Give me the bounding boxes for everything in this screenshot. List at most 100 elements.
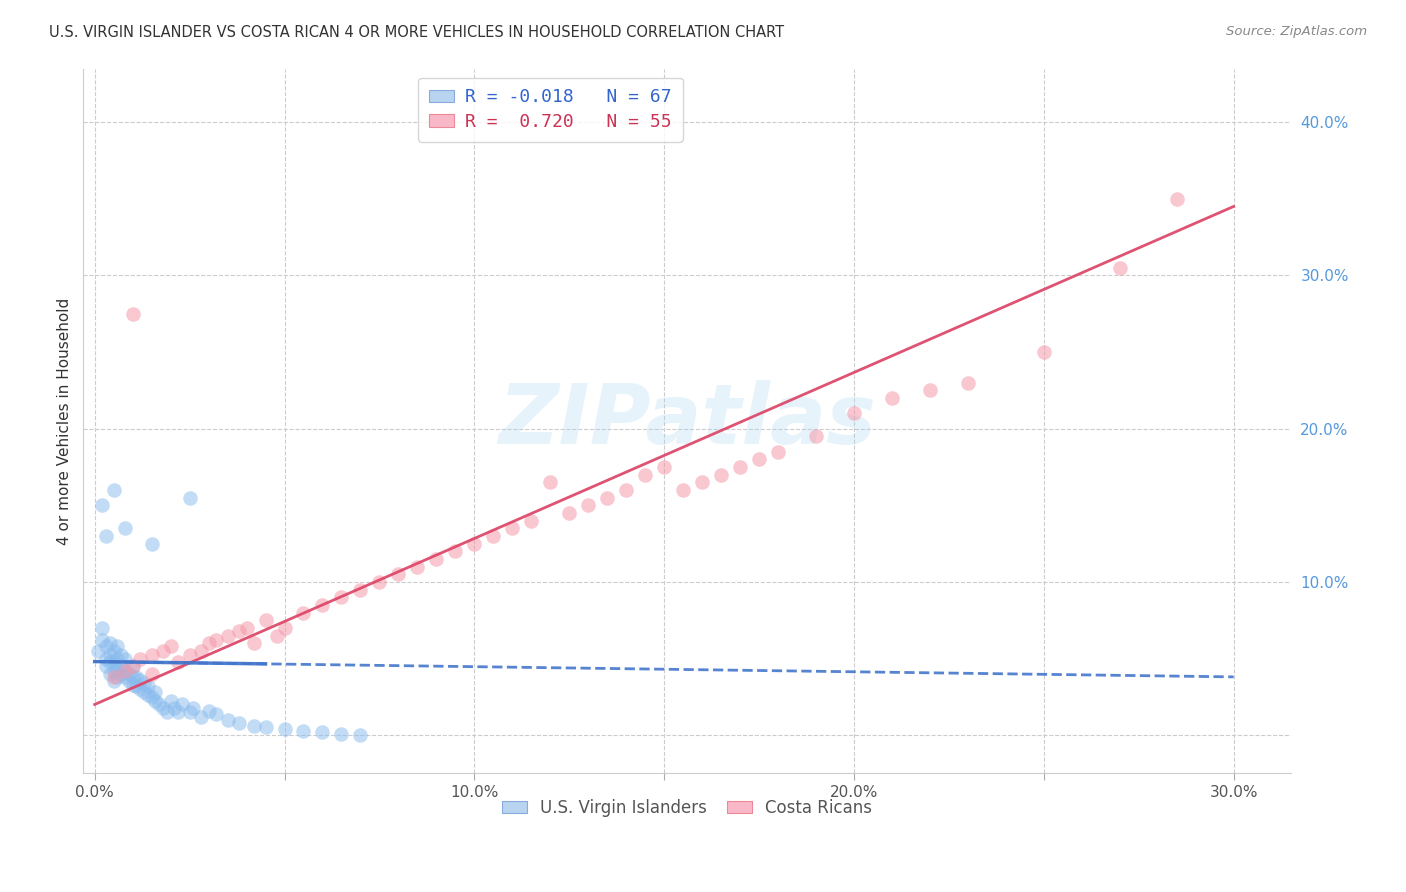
Point	[114, 664, 136, 678]
Point	[672, 483, 695, 497]
Point	[228, 715, 250, 730]
Point	[444, 544, 467, 558]
Point	[103, 670, 125, 684]
Point	[748, 452, 770, 467]
Point	[103, 664, 125, 678]
Point	[1166, 192, 1188, 206]
Point	[114, 651, 136, 665]
Point	[804, 429, 827, 443]
Point	[501, 521, 523, 535]
Point	[634, 467, 657, 482]
Point	[145, 685, 167, 699]
Point	[179, 705, 201, 719]
Point	[330, 591, 353, 605]
Point	[114, 670, 136, 684]
Point	[136, 688, 159, 702]
Point	[121, 307, 143, 321]
Point	[292, 723, 315, 738]
Point	[179, 491, 201, 505]
Point	[121, 677, 143, 691]
Point	[110, 666, 132, 681]
Point	[387, 567, 409, 582]
Point	[292, 606, 315, 620]
Point	[103, 655, 125, 669]
Point	[156, 705, 179, 719]
Point	[179, 648, 201, 663]
Point	[136, 679, 159, 693]
Point	[197, 636, 219, 650]
Point	[918, 384, 941, 398]
Point	[91, 621, 114, 635]
Point	[228, 624, 250, 638]
Point	[107, 651, 129, 665]
Point	[129, 673, 152, 687]
Point	[159, 694, 181, 708]
Point	[167, 655, 190, 669]
Point	[152, 644, 174, 658]
Point	[110, 659, 132, 673]
Point	[243, 719, 266, 733]
Point	[254, 721, 277, 735]
Point	[190, 644, 212, 658]
Point	[94, 659, 117, 673]
Point	[349, 728, 371, 742]
Point	[121, 659, 143, 673]
Point	[463, 536, 485, 550]
Point	[167, 705, 190, 719]
Point	[103, 644, 125, 658]
Point	[98, 666, 121, 681]
Point	[94, 529, 117, 543]
Point	[170, 698, 193, 712]
Point	[520, 514, 543, 528]
Point	[125, 679, 148, 693]
Text: ZIPatlas: ZIPatlas	[498, 381, 876, 461]
Point	[482, 529, 505, 543]
Point	[425, 552, 447, 566]
Point	[311, 598, 333, 612]
Point	[110, 648, 132, 663]
Point	[254, 613, 277, 627]
Point	[152, 700, 174, 714]
Point	[91, 633, 114, 648]
Point	[129, 682, 152, 697]
Point	[118, 666, 141, 681]
Point	[710, 467, 733, 482]
Point	[118, 674, 141, 689]
Point	[349, 582, 371, 597]
Point	[103, 483, 125, 497]
Point	[114, 521, 136, 535]
Point	[406, 559, 429, 574]
Point	[558, 506, 581, 520]
Point	[91, 498, 114, 512]
Point	[141, 690, 163, 704]
Point	[235, 621, 257, 635]
Point	[956, 376, 979, 390]
Point	[728, 459, 751, 474]
Point	[273, 621, 295, 635]
Point	[121, 670, 143, 684]
Point	[98, 636, 121, 650]
Point	[538, 475, 561, 490]
Point	[330, 726, 353, 740]
Point	[368, 574, 391, 589]
Point	[98, 655, 121, 669]
Text: Source: ZipAtlas.com: Source: ZipAtlas.com	[1226, 25, 1367, 38]
Point	[842, 406, 865, 420]
Point	[107, 639, 129, 653]
Point	[1032, 345, 1054, 359]
Point	[141, 536, 163, 550]
Point	[159, 639, 181, 653]
Point	[103, 674, 125, 689]
Point	[311, 725, 333, 739]
Point	[217, 713, 239, 727]
Point	[125, 670, 148, 684]
Point	[576, 498, 599, 512]
Point	[145, 694, 167, 708]
Point	[614, 483, 637, 497]
Point	[141, 648, 163, 663]
Point	[94, 639, 117, 653]
Point	[132, 685, 155, 699]
Point	[596, 491, 619, 505]
Point	[132, 676, 155, 690]
Point	[114, 664, 136, 678]
